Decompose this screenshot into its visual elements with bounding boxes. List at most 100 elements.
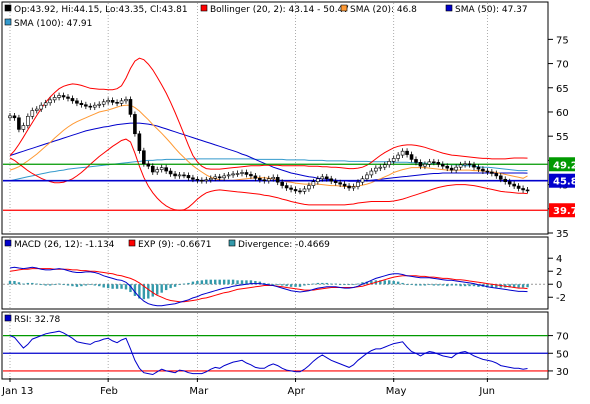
candle-body [284,185,289,189]
price-legend-swatch [4,18,12,26]
price-legend-swatch [4,4,12,12]
candle-body [414,159,418,163]
candle-body [503,178,508,182]
macd-ytick-label: -2 [556,293,566,304]
candle-body [396,154,400,159]
price-ytick-label: 35 [556,229,569,240]
price-legend-label: SMA (50): 47.37 [455,5,528,15]
macd-divergence-bar [486,284,489,288]
macd-divergence-bar [410,284,413,286]
macd-signal-line [9,268,528,303]
candle-body [275,177,280,183]
candle-body [329,178,334,182]
candle-body [324,176,329,180]
macd-divergence-bar [169,284,172,289]
macd-divergence-bar [343,284,346,286]
macd-divergence-bar [298,284,302,287]
candle-body [311,181,316,186]
candle-body [8,115,12,119]
candle-body [258,177,262,181]
macd-divergence-bar [521,284,525,288]
candle-body [378,166,383,169]
price-legend-label: Bollinger (20, 2): 43.14 - 50.47 [210,5,349,15]
macd-divergence-bar [325,282,328,285]
macd-divergence-bar [446,284,449,287]
candle-body [463,163,467,166]
candle-body [445,165,450,169]
macd-divergence-bar [441,284,444,286]
x-tick-label: Apr [288,386,306,397]
candle-body [440,163,445,167]
macd-divergence-bar [419,284,422,286]
candle-body [217,176,222,179]
macd-divergence-bar [495,284,498,288]
candle-body [382,164,387,168]
candle-body [409,154,414,160]
candle-body [280,181,284,186]
candle-body [298,190,302,193]
macd-divergence-bar [347,284,351,286]
macd-divergence-bar [472,284,476,287]
candle-body [481,168,485,172]
macd-divergence-bar [227,279,230,285]
macd-divergence-bar [307,284,311,286]
rsi-ytick-label: 50 [556,349,569,360]
candle-body [432,161,436,164]
candle-body [423,163,427,167]
price-ytick-label: 75 [556,35,569,46]
macd-divergence-bar [115,284,119,289]
macd-divergence-bar [463,284,467,287]
macd-divergence-bar [365,281,369,285]
candle-body [110,100,115,103]
x-tick-label: May [386,386,407,397]
candle-body [387,161,392,166]
macd-divergence-bar [370,280,373,285]
macd-divergence-bar [468,284,471,287]
price-level-tag [549,203,575,218]
candle-body [208,177,213,181]
macd-divergence-bar [490,284,494,288]
candle-body [106,100,110,103]
price-level-tag-label: 45.8 [553,177,578,188]
price-level-tag-label: 39.7 [553,206,578,217]
price-ytick-label: 60 [556,108,569,119]
macd-divergence-bar [432,284,436,286]
candle-body [173,173,177,177]
candle-body [195,178,200,181]
macd-divergence-bar [84,284,88,286]
candle-body [342,183,347,187]
macd-divergence-bar [356,283,360,285]
macd-divergence-bar [276,284,279,286]
macd-legend-label: MACD (26, 12): -1.134 [14,240,115,250]
x-tick-label: Mar [189,386,209,397]
candle-body [39,104,44,110]
macd-divergence-bar [508,284,511,288]
macd-divergence-bar [26,282,30,285]
macd-divergence-bar [240,280,244,285]
candle-body [454,166,458,171]
macd-legend-swatch [4,239,12,247]
macd-divergence-bar [98,284,101,287]
candle-body [512,183,516,187]
candle-body [191,177,195,180]
macd-divergence-bar [147,284,150,299]
price-legend-swatch [340,4,348,12]
macd-divergence-bar [254,280,257,285]
macd-divergence-bar [321,282,324,285]
macd-divergence-bar [138,284,141,299]
candle-body [521,188,525,191]
macd-divergence-bar [191,281,195,285]
macd-divergence-bar [35,283,38,285]
macd-divergence-bar [231,279,235,285]
price-level-tag [549,157,575,172]
price-legend-label: SMA (20): 46.8 [350,5,417,15]
candle-body [240,172,244,174]
candle-body [115,101,119,104]
candle-body [356,181,360,187]
candle-body [119,100,124,104]
macd-divergence-bar [423,284,427,286]
candle-body [266,178,271,182]
macd-divergence-bar [187,282,190,285]
macd-divergence-bar [388,280,391,285]
